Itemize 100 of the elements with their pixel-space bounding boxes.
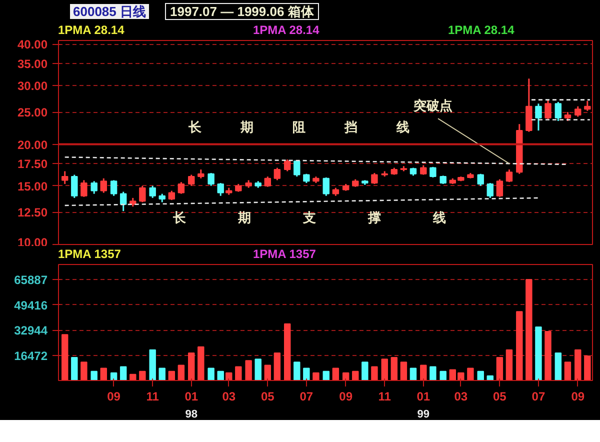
bar	[390, 357, 398, 380]
y-tick-label: 16472	[14, 348, 48, 363]
bar	[420, 364, 427, 380]
bar	[61, 334, 68, 380]
candlestick	[584, 100, 591, 112]
bar	[352, 370, 359, 380]
candlestick	[506, 168, 513, 183]
candlestick	[120, 191, 127, 212]
bar	[584, 356, 591, 380]
candlestick	[554, 101, 562, 122]
x-tick-label: 05	[493, 390, 507, 404]
y-tick-label: 30.00	[17, 79, 48, 94]
candlestick	[149, 185, 156, 199]
annotation: 长 期 阻 挡 线	[187, 119, 410, 134]
bar	[90, 370, 98, 380]
candlestick	[535, 102, 542, 132]
x-tick-label: 09	[107, 390, 121, 404]
bar	[400, 362, 408, 380]
x-tick-label: 09	[339, 390, 353, 404]
x-tick-label: 05	[260, 390, 275, 404]
text: 98	[185, 408, 198, 420]
bar	[284, 323, 291, 380]
bar	[564, 362, 572, 380]
bar	[254, 358, 262, 380]
x-tick-label: 11	[378, 390, 392, 404]
bar	[496, 357, 504, 380]
bar	[477, 370, 484, 380]
y-tick-label: 17.50	[17, 157, 48, 172]
chart-title: 1997.07 — 1999.06 箱体	[165, 3, 319, 20]
x-tick-label: 11	[146, 390, 160, 404]
y-tick-label: 40.00	[17, 38, 48, 52]
text: 1PMA 28.14	[58, 22, 126, 38]
candlestick	[303, 173, 310, 184]
bar	[294, 362, 300, 380]
candlestick	[110, 179, 118, 197]
candlestick	[574, 106, 582, 118]
candlestick	[486, 182, 494, 199]
bar	[410, 368, 417, 380]
bar	[120, 366, 127, 380]
candlestick	[430, 166, 436, 178]
text: 1PMA 1357	[58, 246, 122, 262]
bar	[430, 366, 436, 380]
bar	[139, 370, 146, 380]
bar	[332, 368, 340, 380]
text: 1PMA 1357	[253, 246, 317, 262]
annotation: 突破点	[412, 98, 452, 113]
candlestick	[90, 180, 98, 195]
bar	[208, 368, 214, 380]
bar	[188, 352, 195, 380]
y-tick-label: 20.00	[17, 138, 48, 152]
candlestick	[100, 178, 107, 194]
x-tick-label: 07	[532, 390, 546, 404]
candlestick	[61, 170, 68, 185]
y-tick-label: 35.00	[17, 56, 48, 71]
bar	[467, 368, 474, 380]
bar	[198, 346, 204, 380]
y-tick-label: 12.50	[17, 206, 48, 220]
candlestick	[217, 182, 224, 197]
candlestick	[294, 160, 300, 178]
bar	[526, 278, 532, 380]
candlestick	[188, 174, 195, 187]
candlestick	[208, 172, 214, 187]
bar	[440, 370, 446, 380]
bar	[130, 374, 136, 380]
bar	[544, 331, 552, 380]
candlestick	[274, 167, 281, 181]
x-tick-label: 09	[571, 390, 585, 404]
bar	[100, 368, 107, 380]
y-tick-label: 65887	[14, 273, 48, 288]
candlestick	[264, 176, 272, 188]
candlestick	[139, 185, 146, 203]
candlestick	[544, 99, 552, 120]
bar	[149, 349, 156, 380]
bar	[217, 370, 224, 380]
bar	[516, 311, 523, 380]
bar	[158, 368, 166, 380]
x-tick-label: 01	[184, 390, 198, 404]
y-tick-label: 49416	[14, 298, 48, 312]
bar	[274, 352, 281, 380]
bar	[574, 349, 582, 380]
candlestick	[168, 190, 176, 201]
x-tick-label: 03	[222, 390, 236, 404]
text: 99	[417, 408, 430, 420]
candlestick	[80, 179, 88, 198]
chart-subtitle: 600085 日线	[70, 4, 149, 19]
x-tick-label: 03	[454, 390, 468, 404]
bar	[322, 370, 330, 380]
bar	[178, 364, 185, 380]
candlestick	[496, 178, 504, 198]
bar	[264, 364, 272, 380]
bar	[381, 358, 388, 380]
y-tick-label: 15.00	[17, 179, 48, 194]
text: 1PMA 28.14	[448, 22, 516, 38]
text: 1PMA 28.14	[253, 22, 320, 38]
y-tick-label: 32944	[14, 324, 48, 338]
candlestick	[71, 174, 78, 199]
bar	[362, 362, 368, 380]
annotation: 长 期 支 撑 线	[172, 210, 446, 225]
candlestick	[178, 181, 185, 195]
x-tick-label: 07	[300, 390, 314, 404]
